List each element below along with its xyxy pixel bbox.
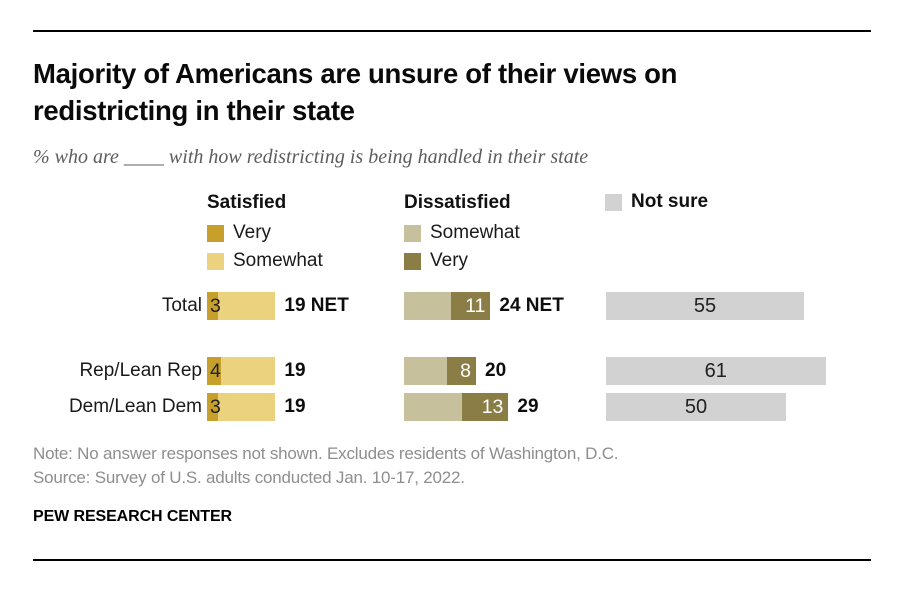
legend-item-label: Somewhat — [430, 222, 520, 243]
dissatisfied-very-value: 13 — [481, 396, 504, 418]
chart-title: Majority of Americans are unsure of thei… — [33, 55, 863, 129]
dissatisfied-bar: 11 — [404, 292, 491, 320]
legend-item-label: Somewhat — [233, 250, 323, 271]
dissatisfied-bar: 13 — [404, 393, 509, 421]
satisfied-net-label: 19 — [284, 396, 306, 417]
row-label: Total — [161, 295, 202, 316]
chart-subtitle: % who are ____ with how redistricting is… — [33, 146, 589, 168]
chart-row-total: Total 3 19 NET 11 24 NET 55 — [0, 292, 904, 320]
legend-item-label: Very — [430, 250, 469, 271]
legend-item-satisfied-very: Very — [207, 223, 271, 243]
not-sure-bar: 50 — [606, 393, 786, 421]
chart-row-dem: Dem/Lean Dem 3 19 13 29 50 — [0, 393, 904, 421]
top-divider — [33, 30, 871, 32]
satisfied-bar: 4 — [207, 357, 276, 385]
satisfied-net-label: 19 — [284, 360, 306, 381]
legend-item-label: Very — [233, 222, 272, 243]
chart-row-rep: Rep/Lean Rep 4 19 8 20 61 — [0, 357, 904, 385]
satisfied-very-value: 4 — [210, 360, 221, 382]
satisfied-somewhat-segment — [221, 357, 276, 385]
bottom-divider — [33, 559, 871, 561]
dissatisfied-somewhat-swatch — [404, 224, 421, 242]
legend-item-satisfied-somewhat: Somewhat — [207, 251, 323, 271]
satisfied-very-segment — [207, 357, 222, 385]
not-sure-bar: 55 — [606, 292, 804, 320]
source-text: Source: Survey of U.S. adults conducted … — [33, 467, 465, 487]
dissatisfied-very-value: 11 — [465, 295, 486, 317]
dissatisfied-very-segment: 13 — [461, 393, 509, 421]
dissatisfied-very-segment: 8 — [447, 357, 476, 385]
satisfied-somewhat-swatch — [207, 252, 224, 270]
satisfied-somewhat-segment — [217, 393, 276, 421]
dissatisfied-somewhat-segment — [404, 292, 451, 320]
row-label: Rep/Lean Rep — [79, 360, 202, 381]
satisfied-somewhat-segment — [217, 292, 276, 320]
satisfied-bar: 3 — [207, 292, 276, 320]
footnotes: Note: No answer responses not shown. Exc… — [33, 442, 863, 489]
brand-label: PEW RESEARCH CENTER — [33, 508, 233, 525]
dissatisfied-net-label: 29 — [517, 396, 539, 417]
dissatisfied-somewhat-segment — [404, 393, 462, 421]
dissatisfied-very-segment: 11 — [450, 292, 491, 320]
note-text: Note: No answer responses not shown. Exc… — [33, 444, 619, 463]
satisfied-very-value: 3 — [210, 295, 221, 317]
not-sure-bar: 61 — [606, 357, 826, 385]
satisfied-bar: 3 — [207, 393, 276, 421]
legend-item-dissatisfied-very: Very — [404, 251, 468, 271]
satisfied-net-label: 19 NET — [284, 295, 349, 316]
dissatisfied-very-swatch — [404, 252, 421, 270]
dissatisfied-somewhat-segment — [404, 357, 448, 385]
legend-item-not-sure: Not sure — [605, 192, 708, 212]
satisfied-very-swatch — [207, 224, 224, 242]
dissatisfied-net-label: 24 NET — [499, 295, 564, 316]
legend-dissatisfied-header: Dissatisfied — [404, 192, 511, 213]
not-sure-swatch — [605, 193, 622, 211]
satisfied-very-segment — [207, 292, 218, 320]
chart-title-line1: Majority of Americans are unsure of thei… — [33, 58, 678, 89]
dissatisfied-bar: 8 — [404, 357, 476, 385]
legend-satisfied-header: Satisfied — [207, 192, 287, 213]
dissatisfied-very-value: 8 — [460, 360, 471, 382]
dissatisfied-net-label: 20 — [485, 360, 507, 381]
chart-title-line2: redistricting in their state — [33, 95, 355, 126]
satisfied-very-value: 3 — [210, 396, 221, 418]
row-label: Dem/Lean Dem — [68, 396, 202, 417]
satisfied-very-segment — [207, 393, 218, 421]
legend-item-label: Not sure — [631, 191, 709, 212]
legend-item-dissatisfied-somewhat: Somewhat — [404, 223, 520, 243]
